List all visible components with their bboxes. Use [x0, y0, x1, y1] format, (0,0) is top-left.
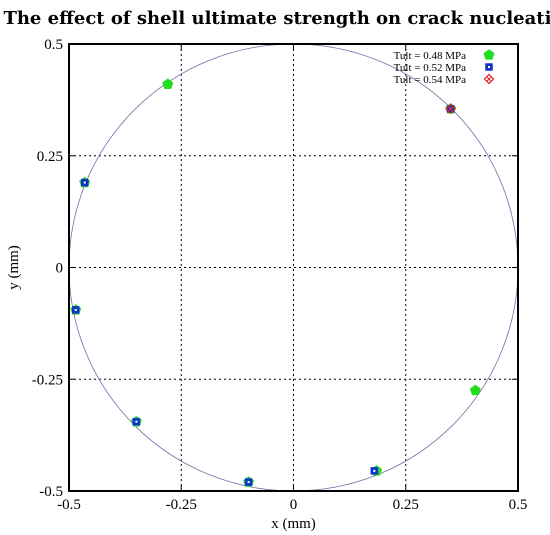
point-diamond-outline — [483, 73, 495, 85]
data-point — [132, 417, 141, 426]
point-diamond-cross — [486, 76, 492, 82]
legend-entry-marker — [483, 73, 495, 85]
data-point — [244, 478, 253, 486]
x-tick-label: -0.5 — [57, 497, 81, 513]
point-diamond-cross — [447, 105, 454, 112]
legend-entry-label: Tult = 0.52 MPa — [394, 62, 467, 74]
legend-entry-label: Tult = 0.54 MPa — [394, 74, 467, 86]
point-square-center — [373, 469, 376, 472]
data-point — [445, 103, 456, 115]
legend-entry-label: Tult = 0.48 MPa — [394, 50, 467, 62]
chart-title: The effect of shell ultimate strength on… — [3, 8, 550, 29]
data-point — [370, 467, 379, 475]
y-axis-label: y (mm) — [6, 245, 22, 290]
y-tick-label: 0 — [56, 261, 64, 277]
y-tick-label: 0.5 — [44, 37, 63, 53]
x-tick-label: -0.25 — [166, 497, 197, 513]
x-axis-label: x (mm) — [271, 516, 316, 532]
series-2 — [71, 105, 455, 486]
point-square-center — [247, 481, 250, 484]
y-tick-label: -0.5 — [39, 484, 63, 500]
point-square-center — [488, 66, 490, 68]
point-square-center — [83, 181, 86, 184]
data-point — [80, 178, 89, 187]
series-1 — [70, 78, 481, 487]
data-point — [71, 306, 80, 314]
data-point — [469, 384, 481, 396]
x-tick-label: 0.5 — [509, 497, 528, 513]
x-tick-label: 0 — [290, 497, 298, 513]
x-tick-label: 0.25 — [393, 497, 419, 513]
legend-entry-marker — [485, 63, 493, 71]
y-tick-label: -0.25 — [32, 372, 63, 388]
point-square-center — [74, 308, 77, 311]
data-points — [70, 78, 481, 487]
point-square-center — [135, 420, 138, 423]
y-tick-label: 0.25 — [37, 149, 63, 165]
legend-entry-marker — [483, 49, 495, 60]
point-diamond-outline — [445, 103, 456, 115]
axis-ticks: -0.5 -0.25 0 0.25 0.5 -0.5 -0.25 0 0.25 0.5 — [32, 37, 528, 513]
series-3 — [445, 103, 456, 115]
data-point — [162, 78, 174, 89]
